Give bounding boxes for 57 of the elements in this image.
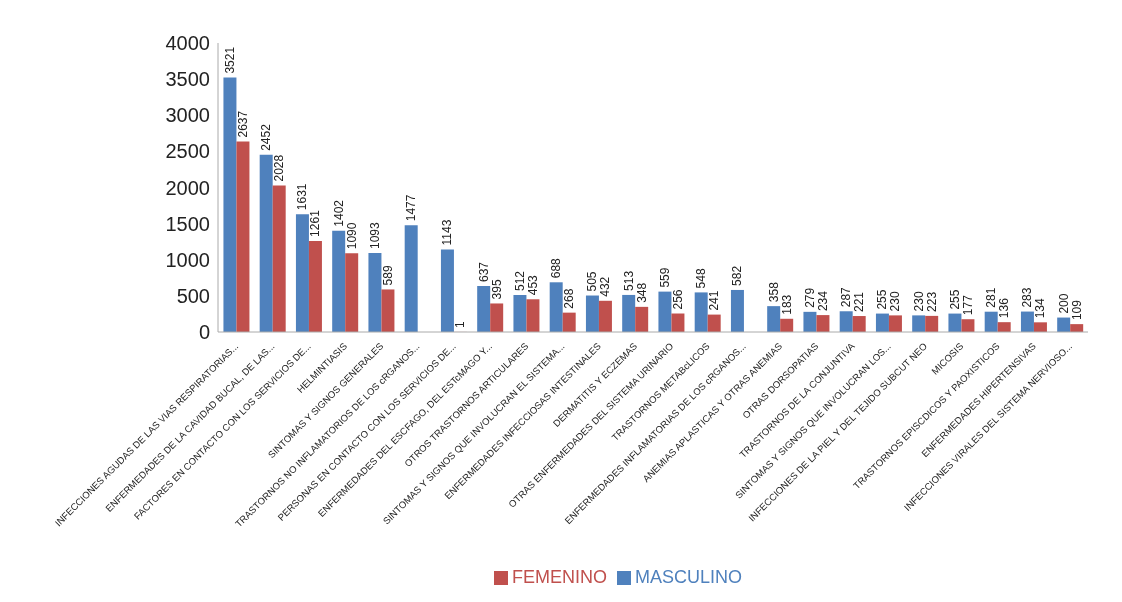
data-label: 279 — [802, 287, 817, 308]
data-label: 1477 — [404, 194, 419, 222]
data-label: 256 — [670, 289, 685, 310]
data-label: 134 — [1033, 297, 1048, 319]
y-tick-label: 2000 — [165, 176, 210, 199]
data-label: 1 — [453, 320, 468, 328]
data-label: 513 — [621, 270, 636, 291]
data-label: 358 — [766, 281, 781, 303]
data-label: 548 — [694, 268, 709, 289]
y-tick-label: 1500 — [165, 212, 210, 235]
data-label: 255 — [875, 289, 890, 310]
data-label: 2637 — [235, 110, 250, 138]
data-label: 281 — [984, 287, 999, 308]
y-tick-label: 3500 — [165, 68, 210, 91]
legend-label: MASCULINO — [635, 567, 743, 587]
data-label: 3521 — [222, 46, 237, 74]
data-label: 1402 — [331, 199, 346, 227]
data-label: 283 — [1020, 287, 1035, 308]
data-label: 109 — [1069, 299, 1084, 321]
data-label: 1143 — [440, 219, 455, 246]
y-tick-label: 500 — [176, 284, 210, 307]
data-label: 221 — [852, 291, 867, 313]
data-label: 505 — [585, 271, 600, 292]
data-label: 1631 — [295, 183, 310, 211]
y-tick-label: 2500 — [165, 140, 210, 163]
data-label: 688 — [549, 257, 564, 279]
data-label: 1261 — [308, 209, 323, 237]
data-label: 582 — [730, 265, 745, 286]
y-tick-label: 0 — [198, 321, 210, 344]
data-label: 432 — [598, 276, 613, 297]
data-label: 183 — [779, 294, 794, 315]
data-label: 136 — [997, 297, 1012, 319]
data-label: 1093 — [367, 222, 382, 250]
data-label: 230 — [911, 291, 926, 312]
data-label: 223 — [924, 291, 939, 312]
y-tick-label: 4000 — [165, 32, 210, 55]
y-tick-label: 1000 — [165, 248, 210, 271]
data-label: 559 — [657, 267, 672, 288]
data-label: 200 — [1056, 293, 1071, 314]
data-label: 241 — [707, 290, 722, 311]
data-label: 395 — [489, 279, 504, 300]
data-label: 589 — [380, 265, 395, 286]
data-label: 453 — [525, 274, 540, 296]
data-label: 287 — [839, 286, 854, 308]
data-label: 512 — [512, 270, 527, 292]
data-label: 255 — [947, 289, 962, 310]
y-tick-label: 3000 — [165, 104, 210, 127]
data-label: 234 — [815, 290, 830, 312]
data-label: 230 — [888, 291, 903, 312]
data-label: 177 — [960, 294, 975, 316]
data-label: 2028 — [272, 154, 287, 182]
legend-label: FEMENINO — [511, 567, 607, 587]
data-label: 348 — [634, 282, 649, 303]
data-label: 268 — [562, 288, 577, 309]
data-label: 1090 — [344, 222, 359, 250]
data-label: 2452 — [259, 123, 274, 151]
data-label: 637 — [476, 261, 491, 282]
